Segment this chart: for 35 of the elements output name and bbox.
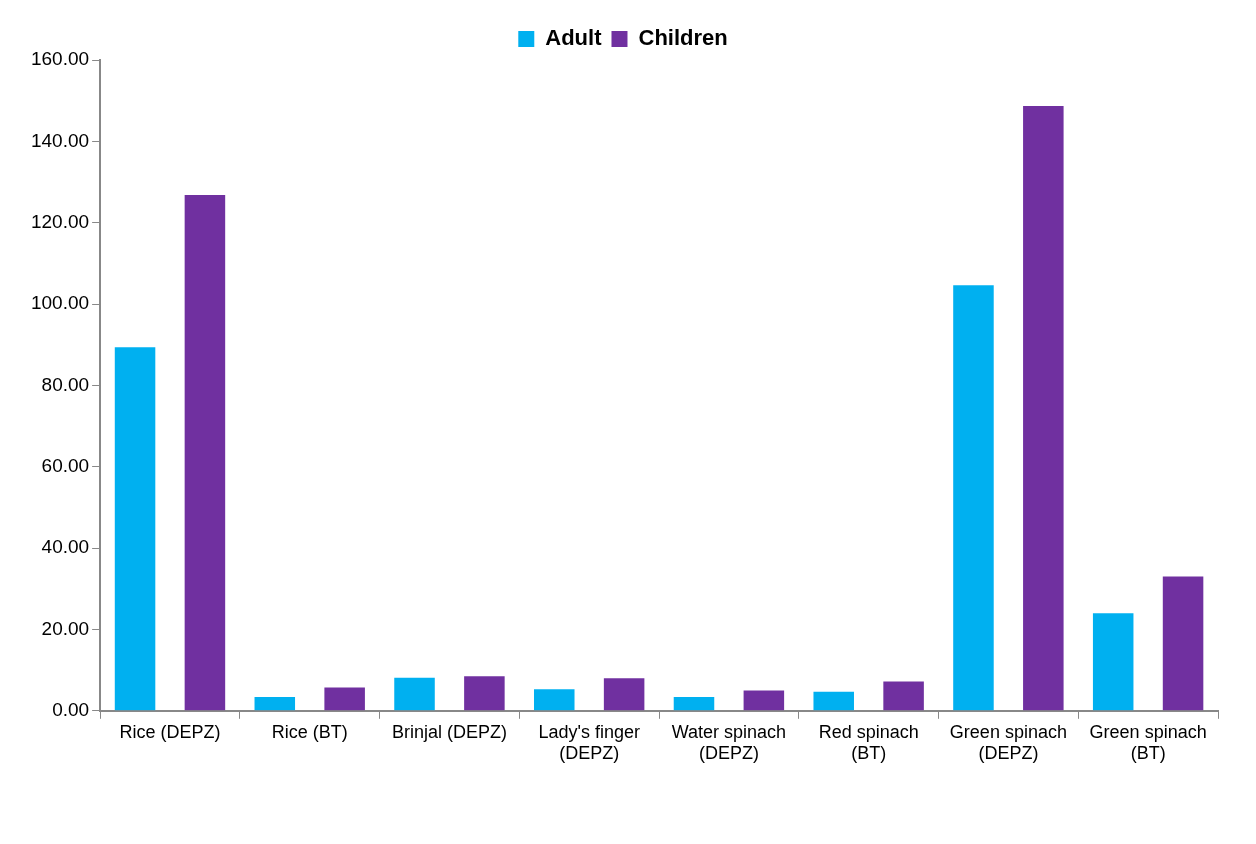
bar — [324, 687, 365, 711]
y-tick-label: 40.00 — [41, 536, 90, 558]
y-tick-label: 140.00 — [30, 129, 90, 151]
x-tick-label: Green spinach (DEPZ) — [949, 721, 1067, 764]
x-tick-label: Lady's finger (DEPZ) — [538, 721, 640, 764]
y-tick-label: 80.00 — [41, 373, 90, 395]
bar — [813, 691, 854, 711]
bar — [114, 347, 156, 711]
legend-label: Adult — [545, 25, 603, 51]
bar — [743, 690, 785, 711]
x-tick-label: Red spinach (BT) — [818, 721, 919, 764]
legend-label: Children — [638, 25, 728, 51]
bar — [603, 678, 645, 711]
bar — [184, 195, 226, 711]
y-tick-label: 60.00 — [41, 454, 90, 476]
x-tick-label: Brinjal (DEPZ) — [391, 721, 507, 742]
bar — [883, 681, 924, 711]
bar — [533, 689, 575, 711]
bar — [953, 285, 994, 711]
bar — [1162, 576, 1204, 711]
bar — [1023, 105, 1064, 711]
bar — [1092, 613, 1134, 711]
bar — [394, 677, 435, 711]
y-tick-label: 0.00 — [52, 699, 90, 721]
x-tick-label: Green spinach (BT) — [1089, 721, 1207, 764]
y-tick-label: 160.00 — [30, 48, 90, 70]
bar — [464, 676, 505, 711]
x-tick-label: Rice (DEPZ) — [119, 721, 221, 742]
y-tick-label: 120.00 — [30, 210, 90, 232]
x-tick-label: Water spinach (DEPZ) — [671, 721, 787, 764]
y-tick-label: 100.00 — [30, 292, 90, 314]
bar — [673, 696, 715, 711]
x-tick-label: Rice (BT) — [271, 721, 348, 742]
bar — [254, 696, 296, 711]
y-tick-label: 20.00 — [41, 617, 90, 639]
